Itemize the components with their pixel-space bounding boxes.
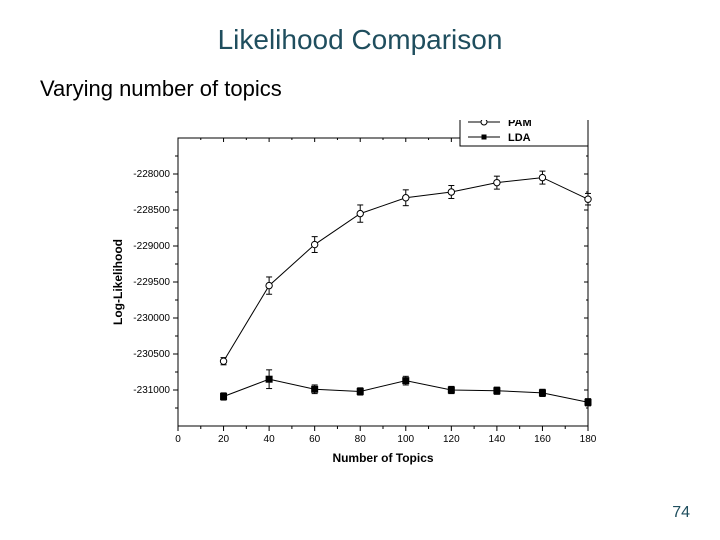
- svg-text:100: 100: [397, 434, 414, 445]
- svg-text:0: 0: [175, 434, 181, 445]
- svg-text:140: 140: [489, 434, 506, 445]
- svg-text:Number of Topics: Number of Topics: [332, 451, 433, 465]
- slide-title: Likelihood Comparison: [0, 24, 720, 56]
- svg-text:160: 160: [534, 434, 551, 445]
- svg-text:-229500: -229500: [133, 277, 170, 288]
- svg-text:40: 40: [264, 434, 276, 445]
- likelihood-chart: 0 20 40 60 80 100 120 140 160 180 -231000 -230500 -2…: [100, 120, 620, 480]
- svg-text:60: 60: [309, 434, 321, 445]
- svg-text:Log-Likelihood: Log-Likelihood: [111, 239, 125, 325]
- svg-text:80: 80: [355, 434, 367, 445]
- svg-text:-228500: -228500: [133, 205, 170, 216]
- page-number: 74: [672, 504, 690, 522]
- svg-text:180: 180: [580, 434, 597, 445]
- svg-text:-228000: -228000: [133, 169, 170, 180]
- svg-text:-230000: -230000: [133, 313, 170, 324]
- svg-text:20: 20: [218, 434, 230, 445]
- svg-text:PAM: PAM: [508, 120, 532, 129]
- svg-text:-231000: -231000: [133, 385, 170, 396]
- svg-text:120: 120: [443, 434, 460, 445]
- svg-text:-229000: -229000: [133, 241, 170, 252]
- slide-subtitle: Varying number of topics: [40, 76, 282, 102]
- slide: Likelihood Comparison Varying number of …: [0, 0, 720, 540]
- svg-text:-230500: -230500: [133, 349, 170, 360]
- svg-text:LDA: LDA: [508, 132, 531, 144]
